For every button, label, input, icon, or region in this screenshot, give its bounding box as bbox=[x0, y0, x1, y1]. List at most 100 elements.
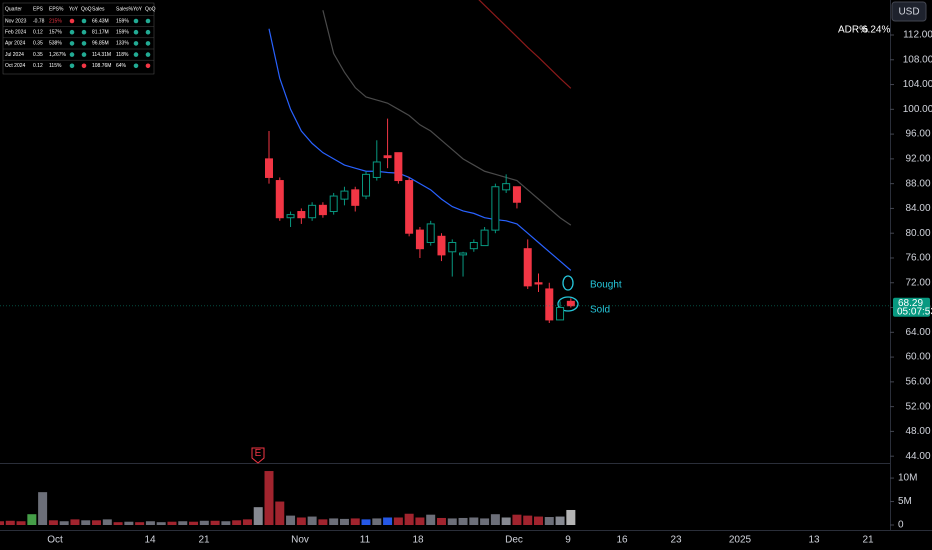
candle-body bbox=[405, 180, 414, 234]
volume-bar bbox=[167, 521, 177, 525]
volume-bar bbox=[523, 515, 533, 525]
volume-bar bbox=[135, 522, 145, 525]
x-tick-label: 21 bbox=[198, 535, 210, 546]
table-cell: Apr 2024 bbox=[5, 41, 26, 47]
candle-body bbox=[502, 183, 511, 191]
volume-bar bbox=[156, 522, 166, 525]
y-tick-label: 112.00 bbox=[903, 30, 932, 41]
volume-bar bbox=[286, 515, 296, 525]
volume-bar bbox=[0, 521, 4, 525]
candle-body bbox=[459, 252, 468, 256]
y-tick-label: 80.00 bbox=[905, 228, 930, 239]
table-header: Quarter bbox=[5, 6, 22, 12]
volume-bar bbox=[415, 517, 425, 525]
candle-body bbox=[491, 186, 500, 231]
x-tick-label: 11 bbox=[360, 535, 371, 546]
currency[interactable]: USD bbox=[898, 7, 919, 18]
table-header: Sales bbox=[92, 6, 105, 12]
y-tick-label: 96.00 bbox=[905, 129, 930, 140]
y-tick-label: 84.00 bbox=[905, 203, 930, 214]
table-cell: 64% bbox=[116, 63, 127, 69]
status-dot bbox=[133, 29, 139, 35]
table-cell: 108.76M bbox=[92, 63, 111, 69]
status-dot bbox=[69, 52, 75, 57]
volume-bar bbox=[232, 520, 242, 525]
candle-body bbox=[556, 307, 565, 321]
x-tick-label: Dec bbox=[505, 535, 523, 546]
volume-bar bbox=[210, 520, 220, 525]
x-tick-label: Oct bbox=[47, 535, 63, 546]
candle-body bbox=[512, 186, 521, 203]
annotation: Bought bbox=[590, 280, 622, 291]
volume-bar bbox=[383, 517, 393, 525]
y-tick-label: 60.00 bbox=[905, 352, 930, 363]
table-header: EPS bbox=[33, 6, 44, 12]
table-cell: 215% bbox=[49, 18, 62, 24]
volume-bar bbox=[27, 514, 37, 525]
candle-body bbox=[426, 223, 435, 243]
volume-bar bbox=[38, 492, 48, 525]
y-tick-label: 76.00 bbox=[905, 253, 930, 264]
volume-bar bbox=[253, 507, 263, 525]
volume-bar bbox=[469, 517, 479, 525]
candle-body bbox=[394, 152, 403, 182]
volume-bar bbox=[242, 519, 252, 525]
x-tick-label: 21 bbox=[862, 535, 874, 546]
volume-bar bbox=[404, 513, 414, 525]
table-cell: 157% bbox=[49, 30, 62, 36]
volume-bar bbox=[178, 521, 188, 525]
table-cell: 118% bbox=[116, 52, 129, 58]
table-header: YoY bbox=[69, 6, 79, 12]
earnings-table: Quarter EPS EPS% YoY QoQ Sales Sales% YoY QoQNov… bbox=[2, 2, 156, 75]
adr-value: 6.24% bbox=[862, 25, 890, 36]
y-tick-label: 52.00 bbox=[905, 401, 930, 412]
table-cell: Nov 2023 bbox=[5, 18, 27, 24]
currency-button[interactable] bbox=[891, 1, 927, 22]
candle-body bbox=[480, 229, 489, 247]
candle-body bbox=[372, 161, 381, 178]
x-tick-label: 9 bbox=[565, 535, 571, 546]
candle-body bbox=[275, 180, 284, 219]
status-dot bbox=[81, 63, 87, 69]
x-tick-label: Nov bbox=[291, 535, 309, 546]
table-cell: 66.43M bbox=[92, 18, 109, 24]
status-dot bbox=[133, 41, 139, 46]
y-tick-label: 88.00 bbox=[905, 178, 930, 189]
volume-bar bbox=[372, 518, 382, 525]
table-cell: 0.35 bbox=[33, 41, 43, 47]
y-tick-label: 104.00 bbox=[903, 79, 932, 90]
volume-bar bbox=[81, 520, 91, 525]
table-cell: 81.17M bbox=[92, 30, 109, 36]
status-dot bbox=[81, 52, 87, 57]
volume-bar bbox=[296, 517, 306, 525]
y-tick-label: 56.00 bbox=[905, 376, 930, 387]
volume-bar bbox=[124, 521, 134, 525]
volume-bar bbox=[501, 517, 511, 525]
volume-bar bbox=[480, 518, 490, 525]
volume-bar bbox=[264, 471, 274, 525]
table-cell: 538% bbox=[49, 41, 62, 47]
table-header: Sales% bbox=[116, 6, 134, 12]
candle-body bbox=[523, 248, 532, 287]
status-dot bbox=[81, 29, 87, 35]
table-cell: 114.31M bbox=[92, 52, 111, 58]
annotation-circle bbox=[557, 296, 579, 312]
volume-bar bbox=[426, 514, 436, 525]
table-cell: 0.12 bbox=[33, 63, 43, 69]
table-bg bbox=[2, 2, 155, 75]
x-tick-label: 13 bbox=[808, 535, 820, 546]
volume-bar bbox=[490, 514, 500, 525]
volume-bar bbox=[544, 517, 554, 525]
volume-bar bbox=[102, 519, 112, 525]
candle-body bbox=[469, 241, 478, 250]
table-cell: 0.35 bbox=[33, 52, 43, 58]
x-tick-label: 16 bbox=[616, 535, 628, 546]
status-dot bbox=[133, 63, 139, 69]
table-cell: 159% bbox=[116, 30, 129, 36]
last-price-tag bbox=[893, 297, 930, 317]
volume-bar bbox=[318, 519, 328, 525]
volume-bar bbox=[48, 520, 58, 525]
status-dot bbox=[145, 41, 151, 46]
candle-body bbox=[566, 300, 575, 307]
